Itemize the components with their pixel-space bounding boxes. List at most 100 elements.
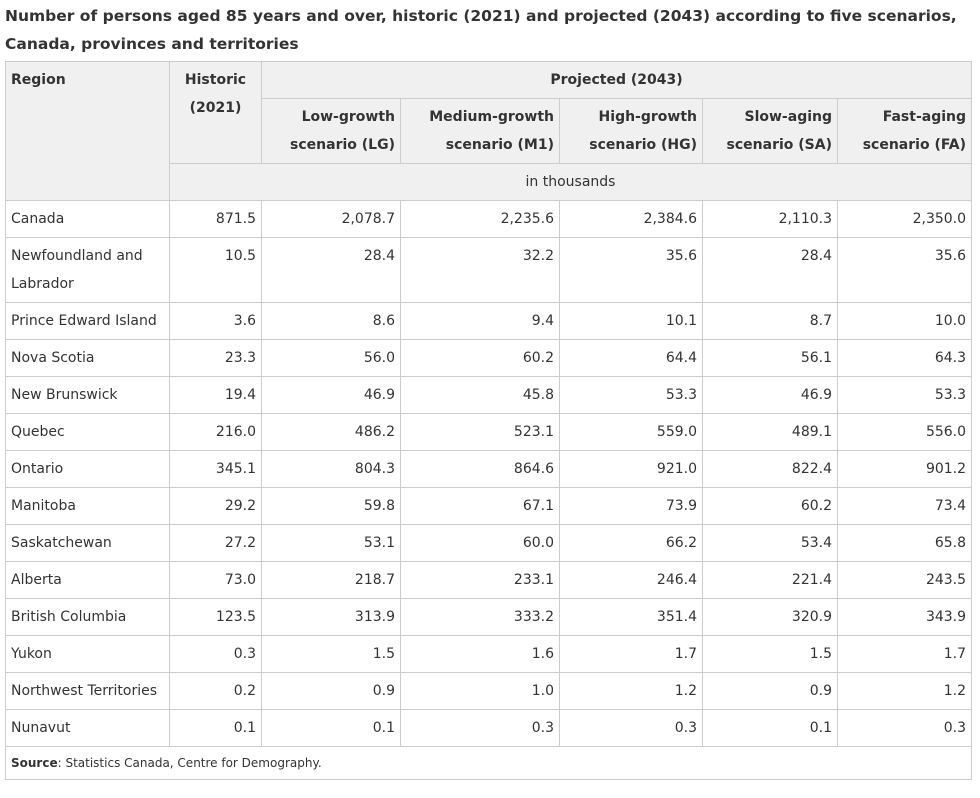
table-cell: 901.2	[836, 450, 973, 488]
table-cell: 2,235.6	[400, 200, 560, 238]
source-text: : Statistics Canada, Centre for Demograp…	[57, 756, 322, 770]
table-cell: 56.0	[261, 339, 401, 377]
table-cell: 556.0	[836, 413, 973, 451]
table-cell: 56.1	[702, 339, 838, 377]
table-cell: 218.7	[261, 561, 401, 599]
table-cell: 333.2	[400, 598, 560, 636]
table-cell: 1.2	[559, 672, 703, 710]
region-name: Ontario	[5, 450, 170, 488]
table-cell: 60.2	[702, 487, 838, 525]
table-footer: Source: Statistics Canada, Centre for De…	[4, 746, 973, 780]
table-cell: 1.7	[559, 635, 703, 673]
table-cell: 60.2	[400, 339, 560, 377]
scenario-header-sa: Slow-aging scenario (SA)	[702, 98, 838, 164]
table-cell: 35.6	[559, 237, 703, 303]
table-cell: 523.1	[400, 413, 560, 451]
table-cell: 123.5	[169, 598, 262, 636]
table-body: Canada 871.5 2,078.7 2,235.6 2,384.6 2,110.3 2…	[5, 200, 973, 747]
table-cell: 8.7	[702, 302, 838, 340]
table-cell: 65.8	[836, 524, 973, 562]
table-cell: 804.3	[261, 450, 401, 488]
scenario-header-fa: Fast-aging scenario (FA)	[836, 98, 973, 164]
table-row: Ontario 345.1 804.3 864.6 921.0 822.4 901.2	[5, 450, 973, 488]
historic-column-header: Historic (2021)	[169, 61, 262, 164]
table-cell: 489.1	[702, 413, 838, 451]
table-row: Canada 871.5 2,078.7 2,235.6 2,384.6 2,110.3 2…	[5, 200, 973, 238]
table-cell: 2,110.3	[702, 200, 838, 238]
table-cell: 53.3	[559, 376, 703, 414]
table-header: Region Historic (2021) Projected (2043) …	[5, 61, 973, 201]
table-cell: 345.1	[169, 450, 262, 488]
table-cell: 320.9	[702, 598, 838, 636]
table-cell: 10.1	[559, 302, 703, 340]
table-cell: 1.0	[400, 672, 560, 710]
table-cell: 64.4	[559, 339, 703, 377]
table-cell: 53.1	[261, 524, 401, 562]
table-cell: 59.8	[261, 487, 401, 525]
table-cell: 73.9	[559, 487, 703, 525]
table-cell: 243.5	[836, 561, 973, 599]
region-column-header: Region	[5, 61, 170, 201]
region-name: Quebec	[5, 413, 170, 451]
table-cell: 0.1	[261, 709, 401, 747]
source-label: Source	[11, 756, 58, 770]
table-cell: 822.4	[702, 450, 838, 488]
table-cell: 0.3	[169, 635, 262, 673]
projected-column-header: Projected (2043)	[260, 61, 973, 99]
table-cell: 1.5	[261, 635, 401, 673]
table-cell: 2,350.0	[836, 200, 973, 238]
table-cell: 46.9	[702, 376, 838, 414]
table-row: British Columbia 123.5 313.9 333.2 351.4 320.…	[5, 598, 973, 636]
table-row: New Brunswick 19.4 46.9 45.8 53.3 46.9 53.3	[5, 376, 973, 414]
table-row: Northwest Territories 0.2 0.9 1.0 1.2 0.9 1.2	[5, 672, 973, 710]
table-cell: 1.7	[836, 635, 973, 673]
table-cell: 0.1	[169, 709, 262, 747]
region-name: Manitoba	[5, 487, 170, 525]
table-cell: 10.0	[836, 302, 973, 340]
region-name: New Brunswick	[5, 376, 170, 414]
table-cell: 53.3	[836, 376, 973, 414]
table-cell: 73.4	[836, 487, 973, 525]
table-cell: 19.4	[169, 376, 262, 414]
table-cell: 46.9	[261, 376, 401, 414]
data-table: Region Historic (2021) Projected (2043) …	[4, 61, 973, 780]
source-note: Source: Statistics Canada, Centre for De…	[4, 746, 973, 780]
table-cell: 0.2	[169, 672, 262, 710]
table-cell: 9.4	[400, 302, 560, 340]
scenario-header-lg: Low-growth scenario (LG)	[261, 98, 401, 164]
region-name: Prince Edward Island	[5, 302, 170, 340]
table-cell: 27.2	[169, 524, 262, 562]
table-cell: 23.3	[169, 339, 262, 377]
table-cell: 73.0	[169, 561, 262, 599]
table-cell: 66.2	[559, 524, 703, 562]
table-cell: 871.5	[169, 200, 262, 238]
table-row: Newfoundland and Labrador 10.5 28.4 32.2 35.…	[5, 237, 973, 303]
table-cell: 10.5	[169, 237, 262, 303]
table-row: Alberta 73.0 218.7 233.1 246.4 221.4 243.5	[5, 561, 973, 599]
table-cell: 1.6	[400, 635, 560, 673]
table-cell: 0.1	[702, 709, 838, 747]
region-name: Nova Scotia	[5, 339, 170, 377]
table-cell: 233.1	[400, 561, 560, 599]
table-cell: 559.0	[559, 413, 703, 451]
scenario-header-m1: Medium-growth scenario (M1)	[400, 98, 560, 164]
table-cell: 67.1	[400, 487, 560, 525]
table-row: Nunavut 0.1 0.1 0.3 0.3 0.1 0.3	[5, 709, 973, 747]
table-cell: 60.0	[400, 524, 560, 562]
table-cell: 864.6	[400, 450, 560, 488]
table-cell: 0.9	[702, 672, 838, 710]
table-cell: 3.6	[169, 302, 262, 340]
table-cell: 53.4	[702, 524, 838, 562]
table-cell: 1.5	[702, 635, 838, 673]
table-cell: 32.2	[400, 237, 560, 303]
table-cell: 64.3	[836, 339, 973, 377]
region-name: British Columbia	[5, 598, 170, 636]
region-name: Nunavut	[5, 709, 170, 747]
region-name: Canada	[5, 200, 170, 238]
table-caption: Number of persons aged 85 years and over…	[5, 7, 957, 53]
units-label: in thousands	[168, 163, 973, 201]
table-cell: 0.3	[559, 709, 703, 747]
table-cell: 921.0	[559, 450, 703, 488]
table-cell: 2,384.6	[559, 200, 703, 238]
table-cell: 343.9	[836, 598, 973, 636]
